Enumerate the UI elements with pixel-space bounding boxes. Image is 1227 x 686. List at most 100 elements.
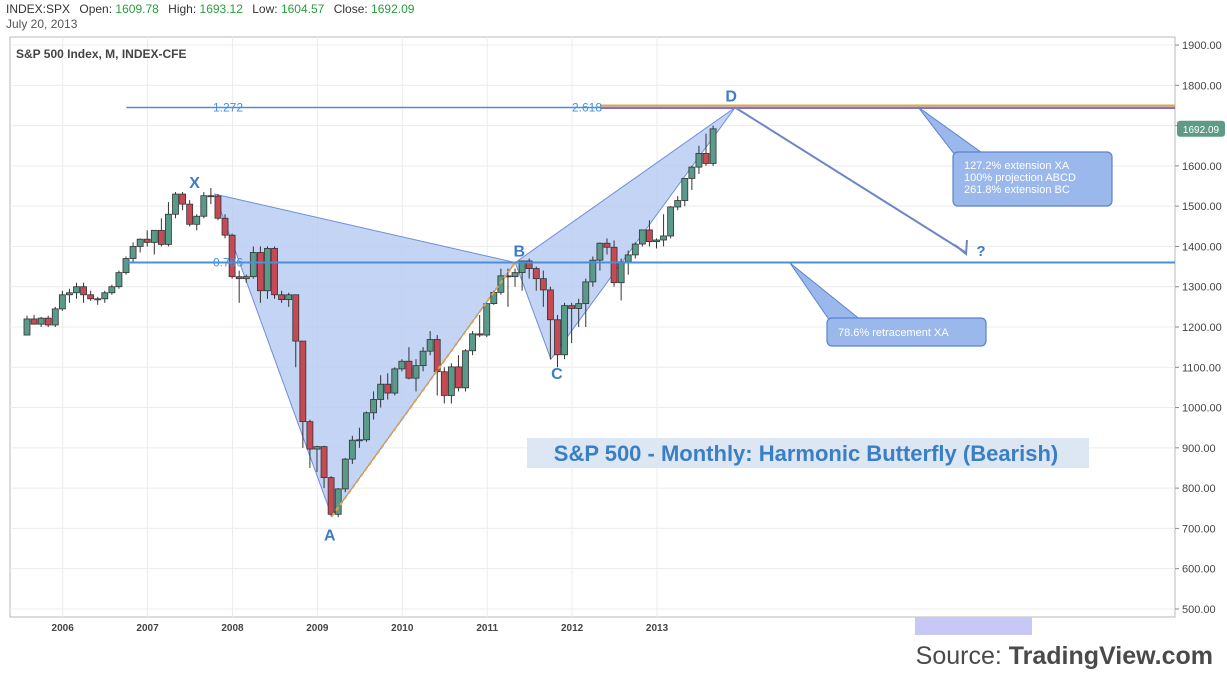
candle-body bbox=[58, 294, 66, 310]
candle-body bbox=[377, 383, 385, 400]
candle-body bbox=[525, 260, 533, 269]
candle-body bbox=[384, 383, 392, 394]
candle-body bbox=[37, 317, 45, 325]
candle-body bbox=[554, 319, 561, 356]
y-tick-label: 1400.00 bbox=[1182, 241, 1222, 253]
callout-text: 78.6% retracement XA bbox=[838, 327, 949, 339]
projection-arrow-head bbox=[954, 239, 968, 256]
candle-body bbox=[426, 339, 434, 352]
candle-body bbox=[242, 276, 250, 280]
candle-body bbox=[306, 421, 314, 450]
callout-text: 261.8% extension BC bbox=[964, 184, 1070, 196]
y-tick-label: 1300.00 bbox=[1182, 282, 1222, 294]
x-tick-label: 2011 bbox=[476, 623, 498, 634]
annotation-title-bg bbox=[527, 438, 1089, 468]
candle-body bbox=[285, 294, 293, 301]
candle-body bbox=[532, 268, 540, 280]
candle-body bbox=[334, 488, 342, 515]
candle-body bbox=[136, 238, 144, 247]
close-label: Close: bbox=[333, 2, 368, 16]
candle-body bbox=[596, 242, 604, 261]
chart-date: July 20, 2013 bbox=[6, 17, 78, 31]
candle-body bbox=[603, 242, 611, 248]
fib-level-label: 0.786 bbox=[213, 256, 243, 270]
candle-body bbox=[511, 272, 519, 278]
callout-text: 100% projection ABCD bbox=[964, 172, 1076, 184]
candle-body bbox=[638, 229, 646, 245]
candle-body bbox=[143, 238, 151, 243]
source-name: TradingView.com bbox=[1008, 642, 1213, 670]
candle-body bbox=[214, 195, 222, 219]
candle-body bbox=[157, 229, 165, 245]
fib-level-label: 1.272 bbox=[213, 100, 243, 114]
x-axis-range-marker bbox=[915, 617, 1032, 635]
candle-body bbox=[370, 399, 377, 414]
candle-body bbox=[129, 246, 137, 259]
candle-body bbox=[363, 412, 370, 441]
candle-body bbox=[582, 281, 590, 305]
symbol-label: INDEX:SPX bbox=[6, 2, 71, 16]
candle-body bbox=[313, 446, 321, 450]
candle-body bbox=[101, 292, 109, 300]
pattern-point-label: X bbox=[189, 175, 200, 192]
candle-body bbox=[667, 206, 675, 237]
x-tick-label: 2012 bbox=[561, 623, 584, 634]
candle-body bbox=[412, 365, 420, 379]
candle-body bbox=[221, 217, 229, 236]
candle-body bbox=[51, 308, 59, 326]
candle-body bbox=[674, 200, 682, 208]
y-tick-label: 1500.00 bbox=[1182, 201, 1222, 213]
candle-body bbox=[575, 303, 583, 309]
candle-body bbox=[80, 286, 87, 296]
y-axis: 500.00 600.00 700.00 800.00 900.00 1000.00 110… bbox=[1175, 40, 1222, 616]
candle-body bbox=[165, 213, 172, 245]
candle-body bbox=[108, 286, 116, 294]
candle-body bbox=[391, 368, 399, 394]
candle-body bbox=[193, 215, 201, 225]
candle-body bbox=[469, 333, 476, 352]
candle-body bbox=[207, 195, 215, 198]
candle-body bbox=[341, 458, 349, 490]
candle-body bbox=[73, 286, 80, 294]
candle-body bbox=[115, 272, 123, 288]
y-tick-label: 600.00 bbox=[1182, 564, 1216, 576]
candle-body bbox=[200, 195, 208, 217]
candle-body bbox=[66, 292, 73, 296]
y-tick-label: 900.00 bbox=[1182, 443, 1216, 455]
candle-body bbox=[631, 243, 639, 256]
callout-text: 127.2% extension XA bbox=[964, 160, 1070, 172]
candle-body bbox=[660, 235, 667, 241]
candle-body bbox=[398, 360, 406, 370]
candle-body bbox=[455, 366, 462, 389]
pattern-point-label: C bbox=[551, 366, 563, 383]
last-price-label: 1692.09 bbox=[1183, 125, 1220, 136]
candle-body bbox=[87, 294, 95, 300]
candle-body bbox=[419, 350, 427, 367]
chart-title: S&P 500 Index, M, INDEX-CFE bbox=[16, 47, 187, 61]
candle-body bbox=[278, 294, 286, 301]
candle-body bbox=[681, 177, 689, 201]
x-tick-label: 2013 bbox=[646, 623, 669, 634]
candle-body bbox=[688, 166, 696, 179]
y-tick-label: 1900.00 bbox=[1182, 40, 1222, 52]
candle-body bbox=[271, 248, 278, 296]
chart-header: INDEX:SPX Open: 1609.78 High: 1693.12 Lo… bbox=[6, 2, 414, 17]
y-tick-label: 800.00 bbox=[1182, 483, 1216, 495]
callout-box bbox=[952, 151, 1113, 207]
y-tick-label: 700.00 bbox=[1182, 523, 1216, 535]
candle-body bbox=[94, 298, 102, 301]
candle-body bbox=[483, 303, 491, 336]
source-credit: Source: TradingView.com bbox=[916, 642, 1213, 671]
candle-body bbox=[299, 340, 307, 423]
candle-body bbox=[327, 477, 335, 515]
candle-body bbox=[186, 203, 194, 225]
x-tick-label: 2008 bbox=[221, 623, 244, 634]
candle-body bbox=[440, 371, 448, 396]
candle-body bbox=[23, 318, 31, 336]
pattern-point-label: B bbox=[513, 244, 525, 261]
candle-body bbox=[44, 317, 52, 326]
candle-body bbox=[172, 193, 179, 215]
candle-body bbox=[646, 229, 653, 243]
candle-body bbox=[561, 305, 568, 356]
